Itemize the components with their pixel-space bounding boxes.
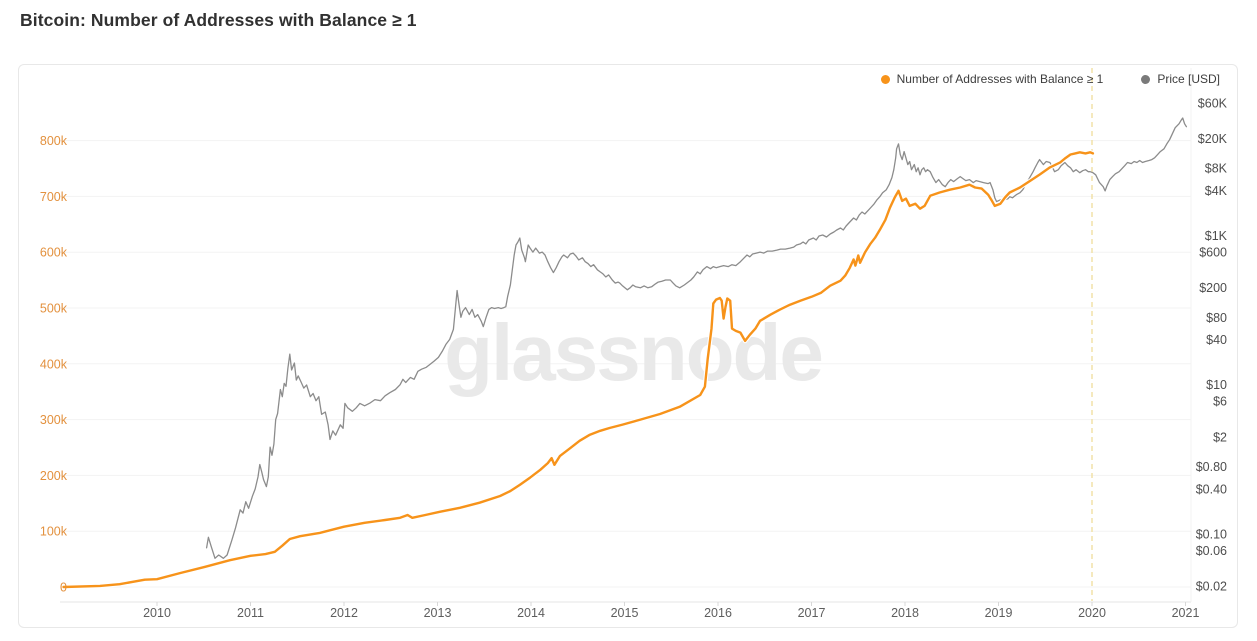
x-axis-year-label: 2017: [798, 606, 826, 620]
price-legend-dot-icon: [1141, 74, 1151, 84]
right-axis-tick-label: $0.80: [1196, 460, 1227, 474]
right-axis-tick-label: $0.02: [1196, 580, 1227, 594]
right-axis-tick-label: $1K: [1205, 229, 1228, 243]
page-title: Bitcoin: Number of Addresses with Balanc…: [20, 10, 417, 30]
right-axis-tick-label: $80: [1206, 311, 1227, 325]
right-axis-tick-label: $10: [1206, 378, 1227, 392]
right-axis-tick-label: $6: [1213, 395, 1227, 409]
chart-card: [18, 64, 1238, 628]
right-axis-tick-label: $8K: [1205, 162, 1228, 176]
addresses-line: [62, 151, 1095, 589]
x-axis-year-label: 2015: [611, 606, 639, 620]
right-axis-tick-label: $40: [1206, 333, 1227, 347]
x-axis-year-label: 2019: [985, 606, 1013, 620]
x-axis-year-label: 2021: [1172, 606, 1200, 620]
x-axis-year-label: 2012: [330, 606, 358, 620]
right-axis-tick-label: $4K: [1205, 184, 1228, 198]
x-axis-year-label: 2018: [891, 606, 919, 620]
addresses-legend-dot-icon: [880, 74, 890, 84]
x-axis-year-label: 2010: [143, 606, 171, 620]
chart-axis-labels: 2010 2011 2012 2013 2014 2015 2016 2017 2018 2019…: [40, 96, 1228, 620]
left-axis-tick-label: 700k: [40, 190, 68, 204]
chart-legend: Number of Addresses with Balance ≥ 1 Pri…: [880, 72, 1220, 86]
left-axis-tick-label: 100k: [40, 525, 68, 539]
right-axis-tick-label: $0.06: [1196, 544, 1227, 558]
left-axis-tick-label: 400k: [40, 357, 68, 371]
left-axis-tick-label: 300k: [40, 413, 68, 427]
x-axis-year-label: 2016: [704, 606, 732, 620]
right-axis-tick-label: $60K: [1198, 96, 1228, 110]
price-line: [205, 117, 1188, 559]
legend-item-price[interactable]: Price [USD]: [1141, 72, 1220, 86]
chart-series: [61, 117, 1188, 590]
right-axis-tick-label: $200: [1199, 281, 1227, 295]
legend-item-addresses[interactable]: Number of Addresses with Balance ≥ 1: [880, 72, 1104, 86]
right-axis-tick-label: $600: [1199, 246, 1227, 260]
left-axis-tick-label: 0: [60, 581, 67, 595]
right-axis-tick-label: $20K: [1198, 132, 1228, 146]
left-axis-tick-label: 200k: [40, 469, 68, 483]
left-axis-tick-label: 600k: [40, 246, 68, 260]
addresses-legend-label: Number of Addresses with Balance ≥ 1: [896, 72, 1104, 86]
x-axis-year-label: 2020: [1078, 606, 1106, 620]
x-axis-year-label: 2011: [237, 606, 264, 620]
left-axis-tick-label: 800k: [40, 134, 68, 148]
x-axis-year-label: 2014: [517, 606, 545, 620]
right-axis-tick-label: $2: [1213, 430, 1227, 444]
chart-gridlines: [60, 68, 1192, 606]
glassnode-watermark: glassnode: [444, 308, 822, 397]
price-legend-label: Price [USD]: [1157, 72, 1220, 86]
right-axis-tick-label: $0.40: [1196, 482, 1227, 496]
left-axis-tick-label: 500k: [40, 302, 68, 316]
x-axis-year-label: 2013: [424, 606, 452, 620]
right-axis-tick-label: $0.10: [1196, 527, 1227, 541]
